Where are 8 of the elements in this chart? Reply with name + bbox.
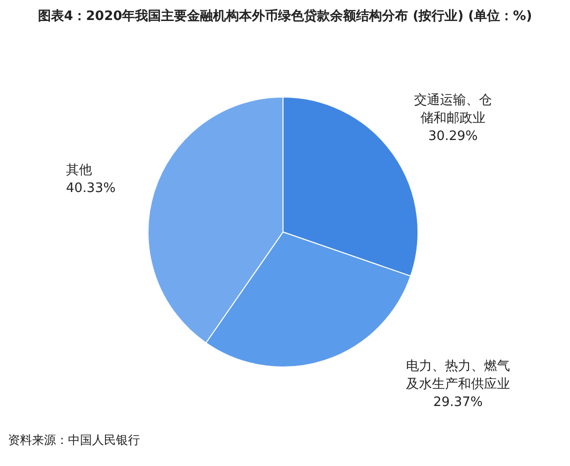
- slice-label: 其他: [66, 162, 93, 180]
- text: 资料来源：中国人民银行: [8, 432, 140, 449]
- data-label: 40.33%: [66, 180, 117, 198]
- data-label: 30.29%: [427, 128, 479, 146]
- chart-title: 图表4：2020年我国主要金融机构本外币绿色贷款余额结构分布 (按行业) (单位：%): [36, 8, 534, 26]
- data-label: 29.37%: [432, 394, 484, 412]
- slice-label: 交通运输、仓储和邮政业: [413, 92, 493, 128]
- slice-label: 电力、热力、燃气及水生产和供应业: [405, 358, 511, 394]
